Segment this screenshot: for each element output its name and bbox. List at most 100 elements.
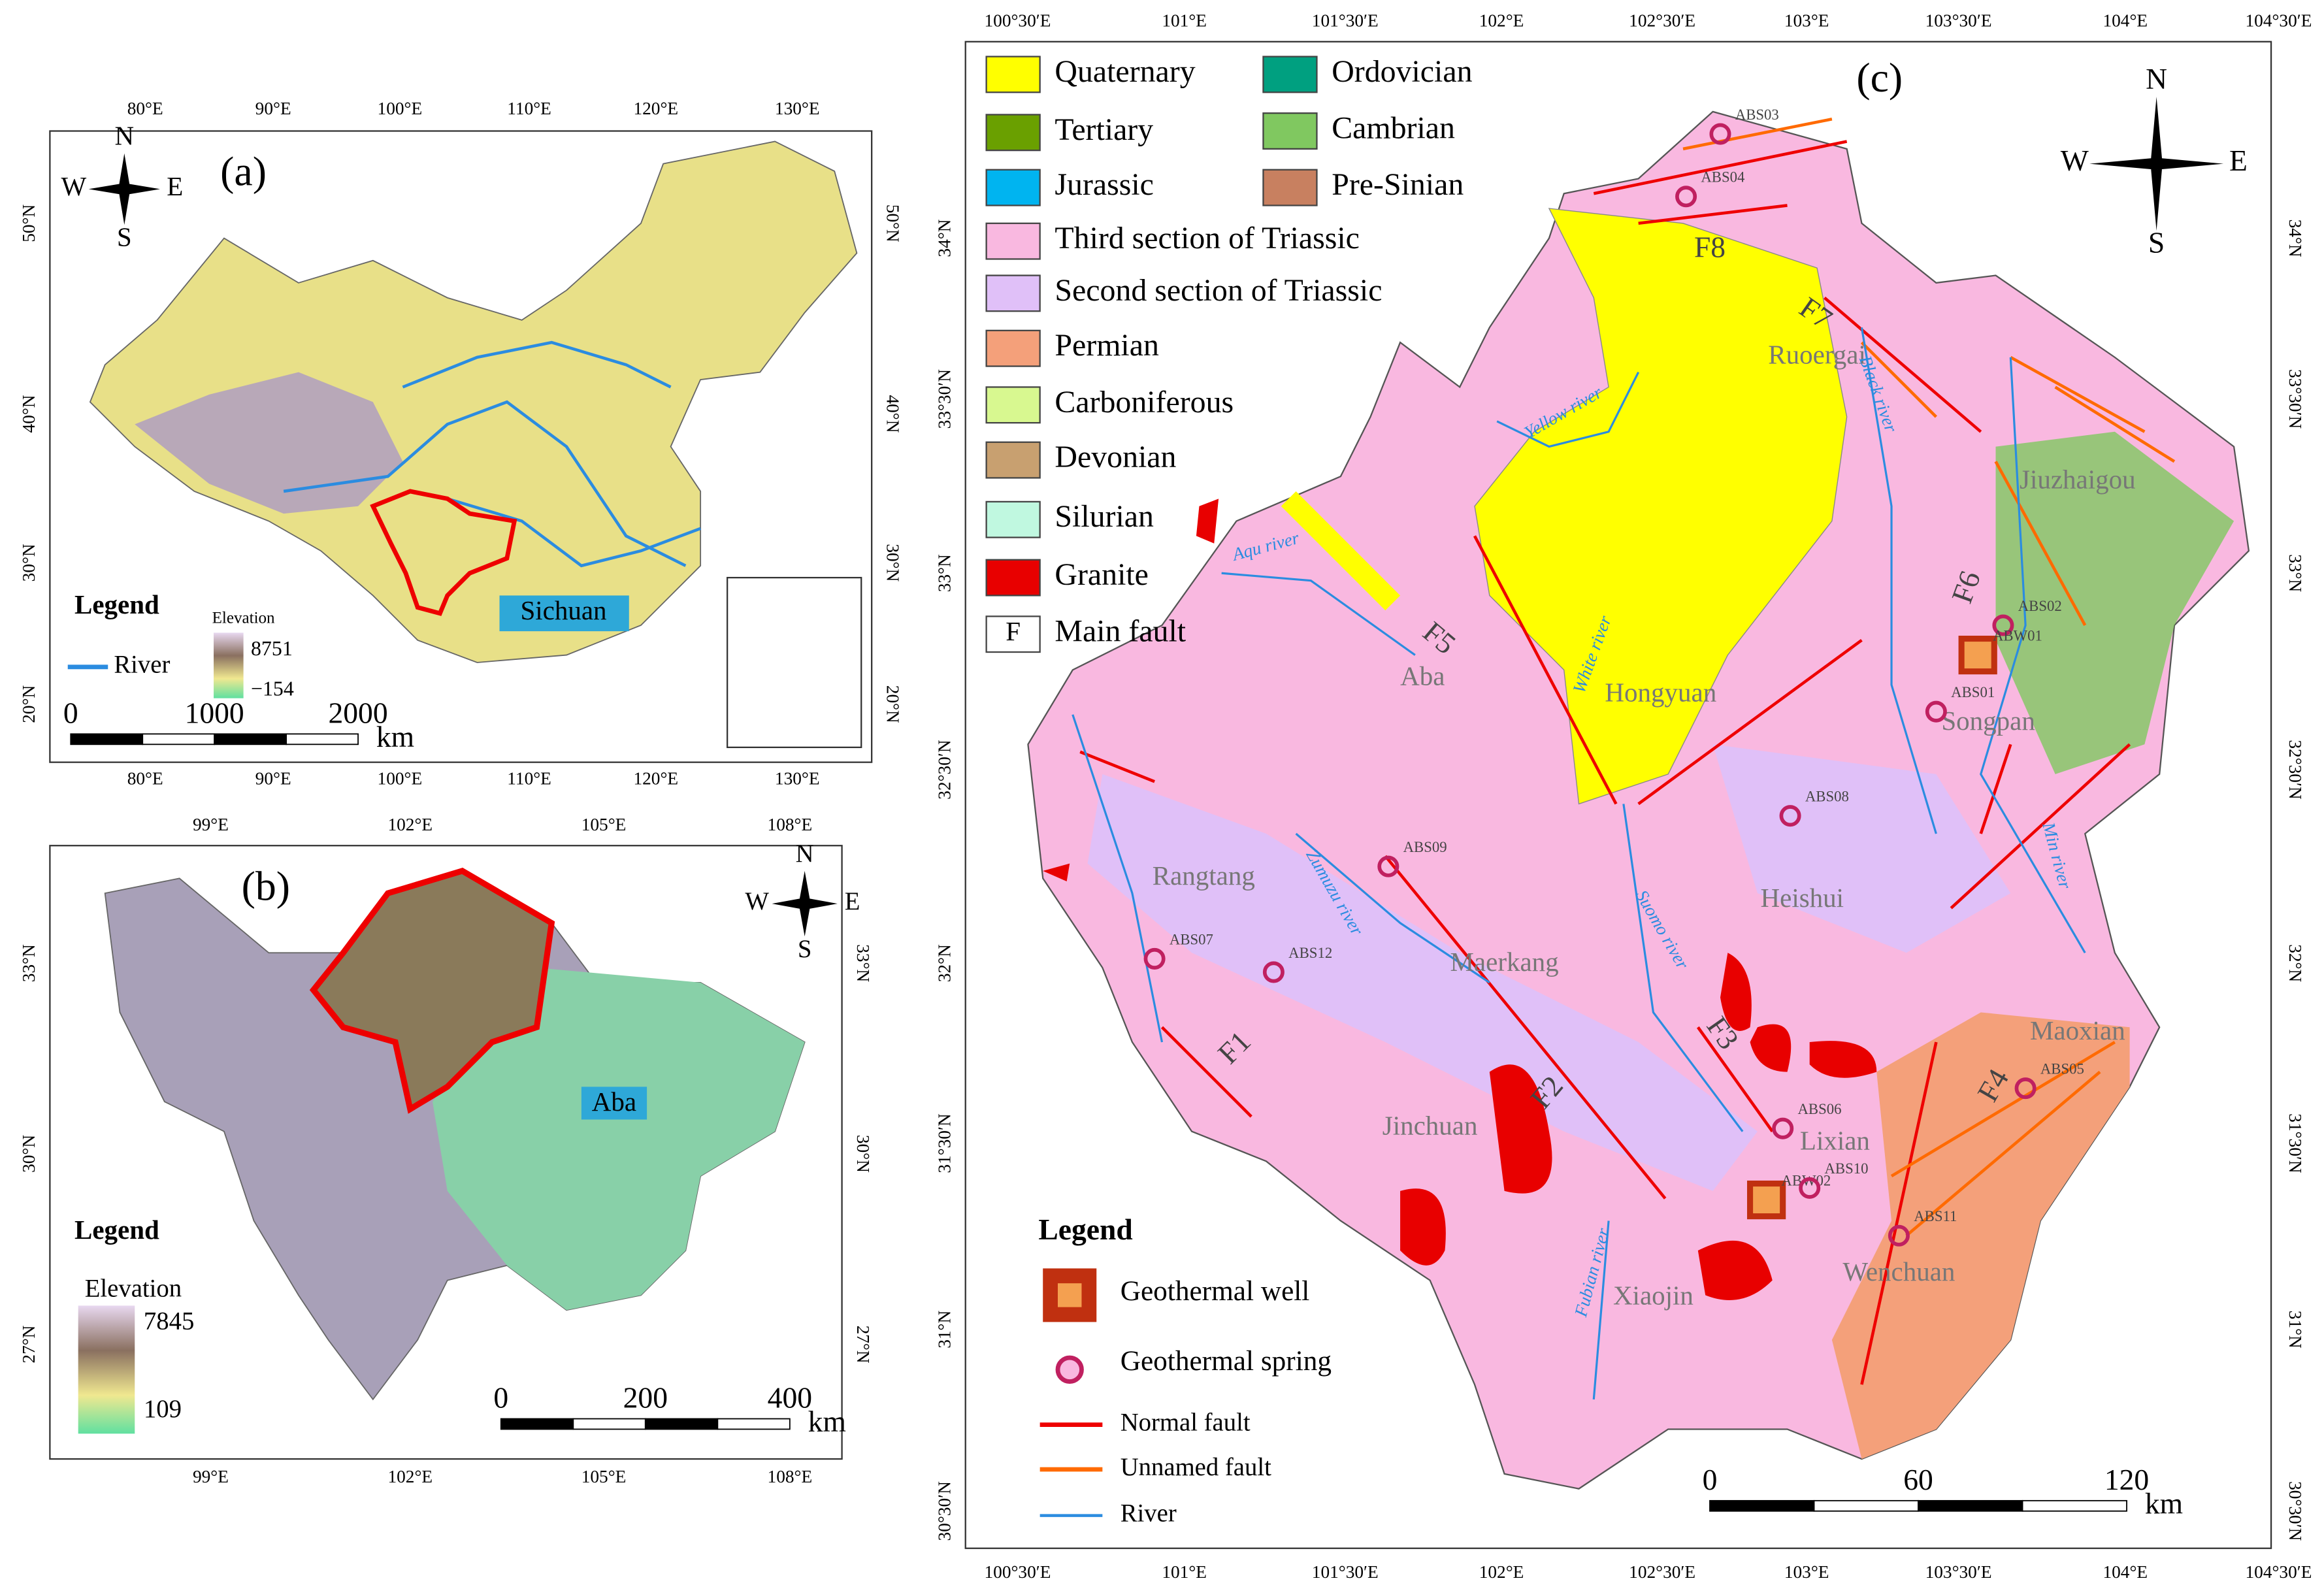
legend-entry: Cambrian [1332,111,1455,146]
lon-tick-label: 108°E [768,815,813,834]
compass-letter: E [2229,144,2248,177]
geothermal-spring [1772,1117,1794,1139]
geothermal-spring [1925,700,1947,723]
lon-tick-label: 108°E [768,1467,813,1486]
legend-swatch [985,56,1041,93]
basin [432,968,805,1311]
legend-entry: Unnamed fault [1121,1453,1271,1481]
legend-entry: Geothermal well [1121,1275,1310,1307]
legend-elevation-title: Elevation [212,610,275,627]
place-name: Maoxian [2030,1015,2125,1045]
lon-tick-label: 103°30′E [1925,1562,1992,1582]
legend-swatch [985,114,1041,152]
fault-label: F8 [1694,230,1726,263]
lon-tick-label: 102°30′E [1629,10,1695,30]
lat-tick-label: 20°N [19,685,39,723]
place-name: Maerkang [1450,947,1558,977]
scale-bar-segment [70,733,144,745]
region-label-box [581,1087,647,1120]
sample-label: ABS07 [1170,931,1213,947]
legend-swatch [985,329,1041,367]
lat-tick-label: 40°N [19,395,39,433]
legend-entry: Devonian [1055,440,1176,474]
legend-entry: River [114,651,170,679]
lat-tick-label: 33°N [853,944,873,982]
lon-tick-label: 120°E [633,99,678,118]
lat-tick-label: 27°N [853,1326,873,1364]
scale-label: 120 [2104,1463,2149,1496]
lon-tick-label: 103°E [1784,10,1829,30]
scale-unit: km [808,1405,846,1438]
lon-tick-label: 100°30′E [985,1562,1051,1582]
place-name: Songpan [1941,706,2035,736]
region-label-box [499,595,629,632]
scale-bar-segment [1813,1499,1919,1512]
lon-tick-label: 80°E [127,99,163,118]
permian-zone [1831,1012,2130,1460]
river [283,340,701,568]
sample-label: ABS08 [1805,789,1849,805]
compass-letter: N [2146,62,2167,95]
lon-tick-label: 102°E [387,1467,433,1486]
region-label: Sichuan [520,595,606,625]
lat-tick-label: 32°30′N [934,740,954,800]
scale-bar-segment [500,1418,574,1430]
lat-tick-label: 34°N [934,219,954,257]
legend-swatch [985,441,1041,479]
legend-entry: River [1121,1499,1177,1528]
lon-tick-label: 101°30′E [1312,1562,1379,1582]
scale-bar-segment [2021,1499,2127,1512]
place-name: Aba [1400,661,1445,691]
panel-label: (a) [220,148,267,195]
legend-elevation-min: −154 [251,678,294,700]
geothermal-spring [1262,961,1285,983]
lat-tick-label: 32°N [934,944,954,982]
scale-bar-segment [1709,1499,1815,1512]
legend-swatch [1262,56,1318,93]
lon-tick-label: 90°E [255,768,291,788]
scale-unit: km [2145,1486,2183,1520]
region-label: Aba [592,1087,636,1117]
scale-bar-segment [644,1418,719,1430]
lon-tick-label: 90°E [255,99,291,118]
lat-tick-label: 33°N [934,554,954,592]
lat-tick-label: 50°N [883,205,903,242]
lon-tick-label: 130°E [775,768,820,788]
legend-entry: Third section of Triassic [1055,221,1359,255]
geothermal-spring [1888,1224,1910,1247]
lon-tick-label: 101°30′E [1312,10,1379,30]
legend-swatch [985,222,1041,260]
lat-tick-label: 30°N [19,1135,39,1173]
legend-spring [1055,1355,1084,1384]
aba-outline [309,868,555,1114]
geothermal-spring [1675,186,1697,208]
lon-tick-label: 110°E [507,768,551,788]
geothermal-well [1746,1180,1786,1220]
geothermal-spring [1799,1177,1821,1199]
lat-tick-label: 31°N [934,1311,954,1349]
legend-entry: Ordovician [1332,54,1472,89]
compass-star [772,870,838,937]
sichuan-outline [370,489,517,616]
legend-title: Legend [1038,1213,1132,1246]
scale-bar-segment [572,1418,646,1430]
sample-label: ABS01 [1951,684,1995,700]
geothermal-spring [1779,805,1801,827]
lon-tick-label: 104°E [2103,1562,2148,1582]
lat-tick-label: 31°30′N [2285,1113,2305,1173]
legend-swatch [1262,169,1318,206]
scale-label: 400 [768,1381,812,1415]
lon-tick-label: 102°30′E [1629,1562,1695,1582]
place-name: Lixian [1800,1125,1870,1155]
lat-tick-label: 33°N [2285,554,2305,592]
lat-tick-label: 30°N [883,544,903,581]
quaternary-zone [1281,491,1401,611]
lon-tick-label: 102°E [1479,1562,1524,1582]
legend-swatch [985,386,1041,424]
compass-letter: N [115,120,135,150]
sample-label: ABS05 [2040,1061,2084,1077]
triassic-2 [1087,744,2011,1191]
normal-fault [1079,140,2131,1385]
lon-tick-label: 100°E [378,768,423,788]
